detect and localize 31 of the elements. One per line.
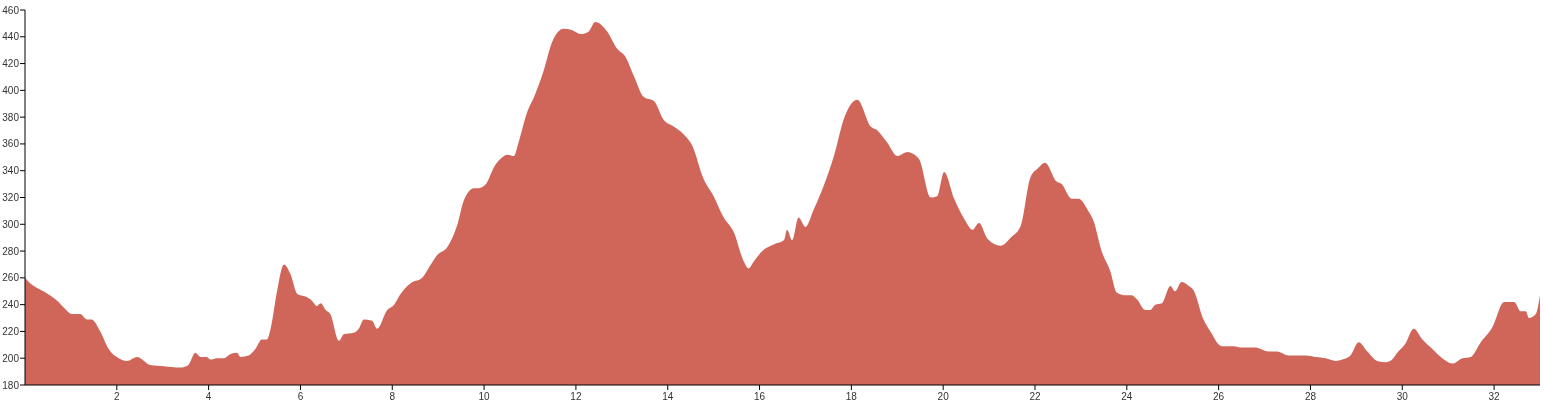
y-tick-label: 320	[2, 192, 20, 203]
y-tick-label: 460	[2, 4, 20, 16]
x-tick-label: 16	[753, 391, 766, 402]
x-tick-label: 2	[114, 391, 121, 402]
y-tick-label: 400	[2, 84, 20, 96]
y-tick-label: 420	[2, 58, 20, 70]
x-tick-label: 18	[845, 391, 858, 402]
x-tick-label: 4	[205, 391, 212, 402]
y-tick-label: 300	[2, 218, 20, 230]
y-tick-label: 260	[2, 272, 20, 284]
x-tick-label: 22	[1029, 391, 1041, 402]
y-tick-label: 200	[2, 352, 20, 364]
x-tick-label: 32	[1488, 391, 1501, 402]
y-tick-label: 220	[2, 325, 20, 337]
y-tick-label: 180	[2, 379, 20, 391]
y-tick-label: 440	[2, 31, 20, 43]
x-tick-label: 24	[1121, 391, 1133, 402]
x-tick-label: 14	[662, 391, 674, 402]
x-tick-label: 12	[570, 391, 582, 402]
x-tick-label: 30	[1396, 391, 1409, 402]
x-tick-label: 8	[389, 391, 396, 402]
y-tick-label: 380	[2, 111, 20, 123]
x-tick-label: 20	[937, 391, 950, 402]
x-tick-label: 10	[478, 391, 491, 402]
y-tick-label: 240	[2, 299, 20, 311]
y-tick-label: 280	[2, 245, 20, 257]
x-tick-label: 28	[1304, 391, 1317, 402]
x-tick-label: 6	[297, 391, 304, 402]
x-tick-label: 26	[1213, 391, 1225, 402]
y-tick-label: 360	[2, 138, 20, 150]
y-tick-label: 340	[2, 165, 20, 177]
